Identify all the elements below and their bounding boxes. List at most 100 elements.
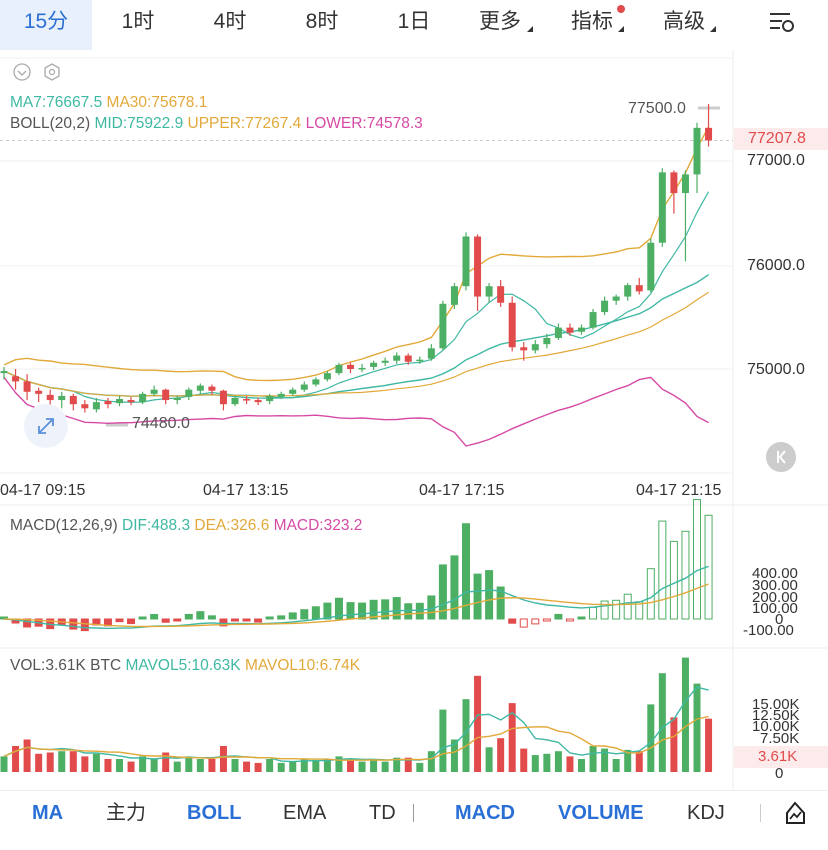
candle-body	[589, 312, 597, 328]
candle-body	[450, 286, 458, 305]
candle-body	[578, 327, 585, 332]
scroll-to-latest-icon[interactable]	[765, 441, 797, 473]
macd-bar	[693, 498, 701, 620]
candle-body	[173, 397, 181, 401]
tab-4h[interactable]: 4时	[213, 10, 247, 33]
macd-bar	[508, 618, 517, 624]
candle-body	[243, 399, 251, 401]
price-chart[interactable]	[0, 0, 828, 790]
indicator-macd[interactable]: MACD	[455, 802, 515, 824]
macd-bar	[496, 586, 505, 620]
volume-bar	[450, 739, 458, 772]
candle-body	[323, 373, 331, 380]
mavol10: MAVOL10:6.74K	[244, 657, 361, 674]
tab-8h[interactable]: 8时	[305, 10, 339, 33]
candle-body	[693, 127, 701, 175]
volume-bar	[92, 753, 100, 772]
volume-bar	[647, 704, 655, 772]
volume-bar	[520, 748, 528, 772]
volume-bar	[670, 717, 678, 772]
candle-body	[508, 302, 516, 348]
indicator-kdj[interactable]: KDJ	[687, 802, 725, 824]
candle-body	[404, 355, 412, 362]
macd-bar	[231, 618, 239, 622]
volume-bar	[705, 718, 713, 772]
candle-body	[647, 242, 655, 291]
candle-body	[427, 348, 435, 359]
volume-bar	[554, 751, 562, 772]
volume-bar	[46, 752, 54, 772]
indicator-volume[interactable]: VOLUME	[558, 802, 644, 824]
candle-body	[35, 390, 43, 394]
macd-bar	[311, 606, 320, 620]
candle-body	[162, 389, 170, 401]
macd-bar	[196, 611, 205, 620]
indicator-ma[interactable]: MA	[32, 802, 64, 824]
macd-bar	[115, 618, 124, 623]
macd-bar	[438, 564, 447, 620]
volume-bar	[497, 738, 505, 772]
macd-bar	[554, 613, 563, 620]
macd-bar	[519, 618, 528, 628]
tab-15min[interactable]: 15分	[0, 0, 92, 50]
macd-bar	[565, 618, 574, 622]
tab-1d[interactable]: 1日	[397, 10, 431, 33]
volume-bar	[127, 761, 135, 772]
volume-bar	[531, 755, 539, 772]
indicator-divider	[413, 804, 414, 822]
candle-body	[416, 359, 424, 362]
macd-bar	[334, 597, 343, 620]
candle-body	[635, 285, 643, 292]
macd-bar	[184, 613, 193, 620]
settings-hex-icon[interactable]	[44, 63, 60, 81]
macd-tick-300: 300.00	[752, 577, 798, 594]
volume-bar	[681, 657, 689, 772]
indicator-boll[interactable]: BOLL	[187, 802, 242, 824]
volume-bar	[69, 751, 77, 772]
drawing-tools-icon[interactable]	[782, 800, 808, 826]
mavol10-line	[3, 715, 709, 761]
indicator-ema[interactable]: EMA	[283, 802, 327, 824]
candle-body	[127, 400, 135, 403]
volume-bar	[323, 759, 331, 772]
tab-advanced[interactable]: 高级	[663, 10, 705, 33]
candle-body	[300, 384, 308, 390]
vol-tick-12.5k: 12.50K	[752, 707, 800, 724]
tab-1h[interactable]: 1时	[121, 10, 155, 33]
indicator-bar: MA 主力 BOLL EMA TD MACD VOLUME KDJ	[0, 790, 828, 835]
candle-body	[46, 394, 54, 401]
time-tick-2115: 04-17 21:15	[636, 482, 722, 499]
macd-bar	[658, 520, 667, 620]
price-tick-77000: 77000.0	[747, 152, 805, 169]
indicator-main-force[interactable]: 主力	[106, 802, 146, 824]
volume-bar	[185, 756, 193, 772]
chart-settings-icon[interactable]	[768, 11, 796, 35]
volume-bar	[12, 746, 20, 772]
expand-chart-icon[interactable]	[22, 402, 70, 450]
tab-more[interactable]: 更多	[479, 10, 521, 33]
volume-bar	[289, 761, 297, 772]
tab-indicators[interactable]: 指标	[571, 10, 613, 33]
volume-bar	[462, 699, 470, 772]
macd-bar	[80, 618, 89, 632]
volume-bar	[23, 739, 31, 772]
candle-body	[116, 399, 123, 404]
volume-bar	[589, 746, 597, 772]
indicator-td[interactable]: TD	[369, 802, 396, 824]
candle-body	[104, 401, 112, 405]
candle-body	[474, 236, 482, 297]
volume-bar	[196, 759, 204, 772]
candle-body	[543, 337, 551, 345]
candle-body	[370, 362, 378, 367]
macd-bar	[669, 540, 678, 620]
candle-body	[196, 385, 204, 391]
collapse-icon[interactable]	[13, 63, 31, 81]
macd-bar	[358, 602, 367, 620]
macd-bar	[127, 618, 136, 625]
volume-bar	[347, 759, 354, 772]
macd-bar	[254, 618, 263, 623]
volume-bar	[116, 759, 123, 772]
candle-body	[150, 389, 158, 394]
volume-bar	[624, 749, 632, 772]
volume-bar	[150, 759, 158, 772]
